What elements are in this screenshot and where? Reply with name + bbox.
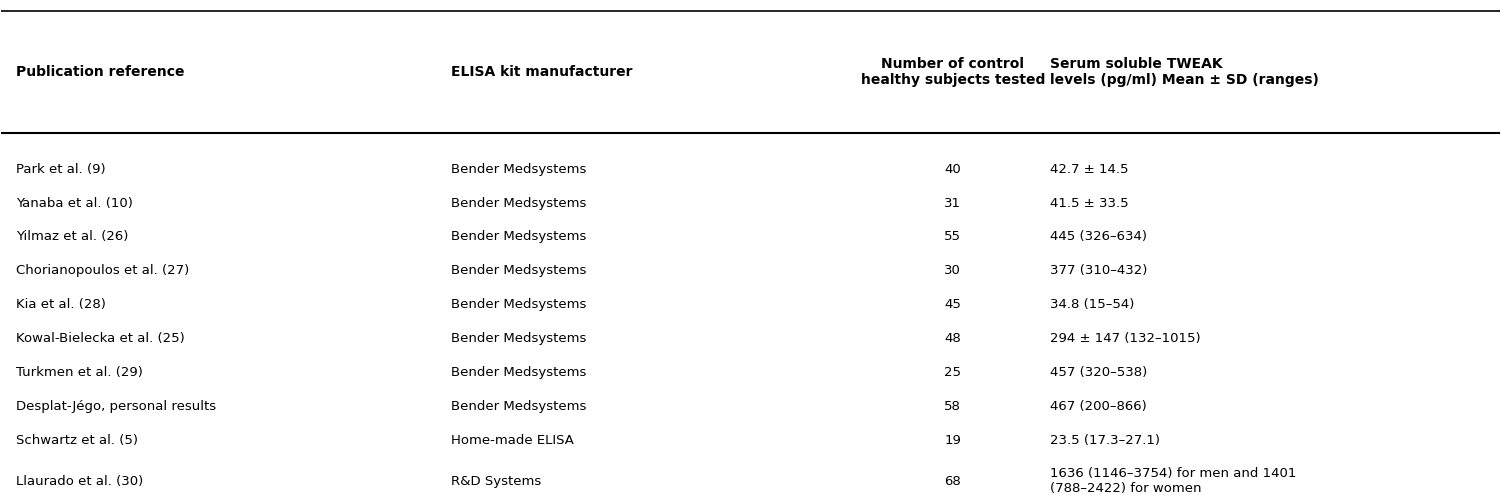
Text: Kowal-Bielecka et al. (25): Kowal-Bielecka et al. (25)	[17, 332, 185, 346]
Text: 1636 (1146–3754) for men and 1401
(788–2422) for women: 1636 (1146–3754) for men and 1401 (788–2…	[1051, 467, 1297, 495]
Text: 294 ± 147 (132–1015): 294 ± 147 (132–1015)	[1051, 332, 1201, 346]
Text: 45: 45	[944, 298, 961, 311]
Text: Bender Medsystems: Bender Medsystems	[450, 264, 587, 277]
Text: Home-made ELISA: Home-made ELISA	[450, 434, 573, 447]
Text: Publication reference: Publication reference	[17, 65, 185, 79]
Text: 55: 55	[944, 231, 961, 244]
Text: 40: 40	[944, 163, 961, 176]
Text: 30: 30	[944, 264, 961, 277]
Text: 457 (320–538): 457 (320–538)	[1051, 366, 1147, 379]
Text: 25: 25	[944, 366, 961, 379]
Text: Bender Medsystems: Bender Medsystems	[450, 400, 587, 413]
Text: 68: 68	[944, 475, 961, 488]
Text: 31: 31	[944, 197, 961, 209]
Text: Bender Medsystems: Bender Medsystems	[450, 332, 587, 346]
Text: 467 (200–866): 467 (200–866)	[1051, 400, 1147, 413]
Text: Bender Medsystems: Bender Medsystems	[450, 366, 587, 379]
Text: Turkmen et al. (29): Turkmen et al. (29)	[17, 366, 143, 379]
Text: 41.5 ± 33.5: 41.5 ± 33.5	[1051, 197, 1129, 209]
Text: Park et al. (9): Park et al. (9)	[17, 163, 107, 176]
Text: Yanaba et al. (10): Yanaba et al. (10)	[17, 197, 134, 209]
Text: Desplat-Jégo, personal results: Desplat-Jégo, personal results	[17, 400, 216, 413]
Text: Bender Medsystems: Bender Medsystems	[450, 163, 587, 176]
Text: Number of control
healthy subjects tested: Number of control healthy subjects teste…	[860, 57, 1045, 87]
Text: Chorianopoulos et al. (27): Chorianopoulos et al. (27)	[17, 264, 189, 277]
Text: Schwartz et al. (5): Schwartz et al. (5)	[17, 434, 138, 447]
Text: Bender Medsystems: Bender Medsystems	[450, 231, 587, 244]
Text: 23.5 (17.3–27.1): 23.5 (17.3–27.1)	[1051, 434, 1160, 447]
Text: ELISA kit manufacturer: ELISA kit manufacturer	[450, 65, 632, 79]
Text: Kia et al. (28): Kia et al. (28)	[17, 298, 107, 311]
Text: 34.8 (15–54): 34.8 (15–54)	[1051, 298, 1135, 311]
Text: Yilmaz et al. (26): Yilmaz et al. (26)	[17, 231, 129, 244]
Text: Bender Medsystems: Bender Medsystems	[450, 197, 587, 209]
Text: Llaurado et al. (30): Llaurado et al. (30)	[17, 475, 144, 488]
Text: Serum soluble TWEAK
levels (pg/ml) Mean ± SD (ranges): Serum soluble TWEAK levels (pg/ml) Mean …	[1051, 57, 1319, 87]
Text: 377 (310–432): 377 (310–432)	[1051, 264, 1148, 277]
Text: 445 (326–634): 445 (326–634)	[1051, 231, 1147, 244]
Text: 19: 19	[944, 434, 961, 447]
Text: 42.7 ± 14.5: 42.7 ± 14.5	[1051, 163, 1129, 176]
Text: R&D Systems: R&D Systems	[450, 475, 540, 488]
Text: Bender Medsystems: Bender Medsystems	[450, 298, 587, 311]
Text: 58: 58	[944, 400, 961, 413]
Text: 48: 48	[944, 332, 961, 346]
